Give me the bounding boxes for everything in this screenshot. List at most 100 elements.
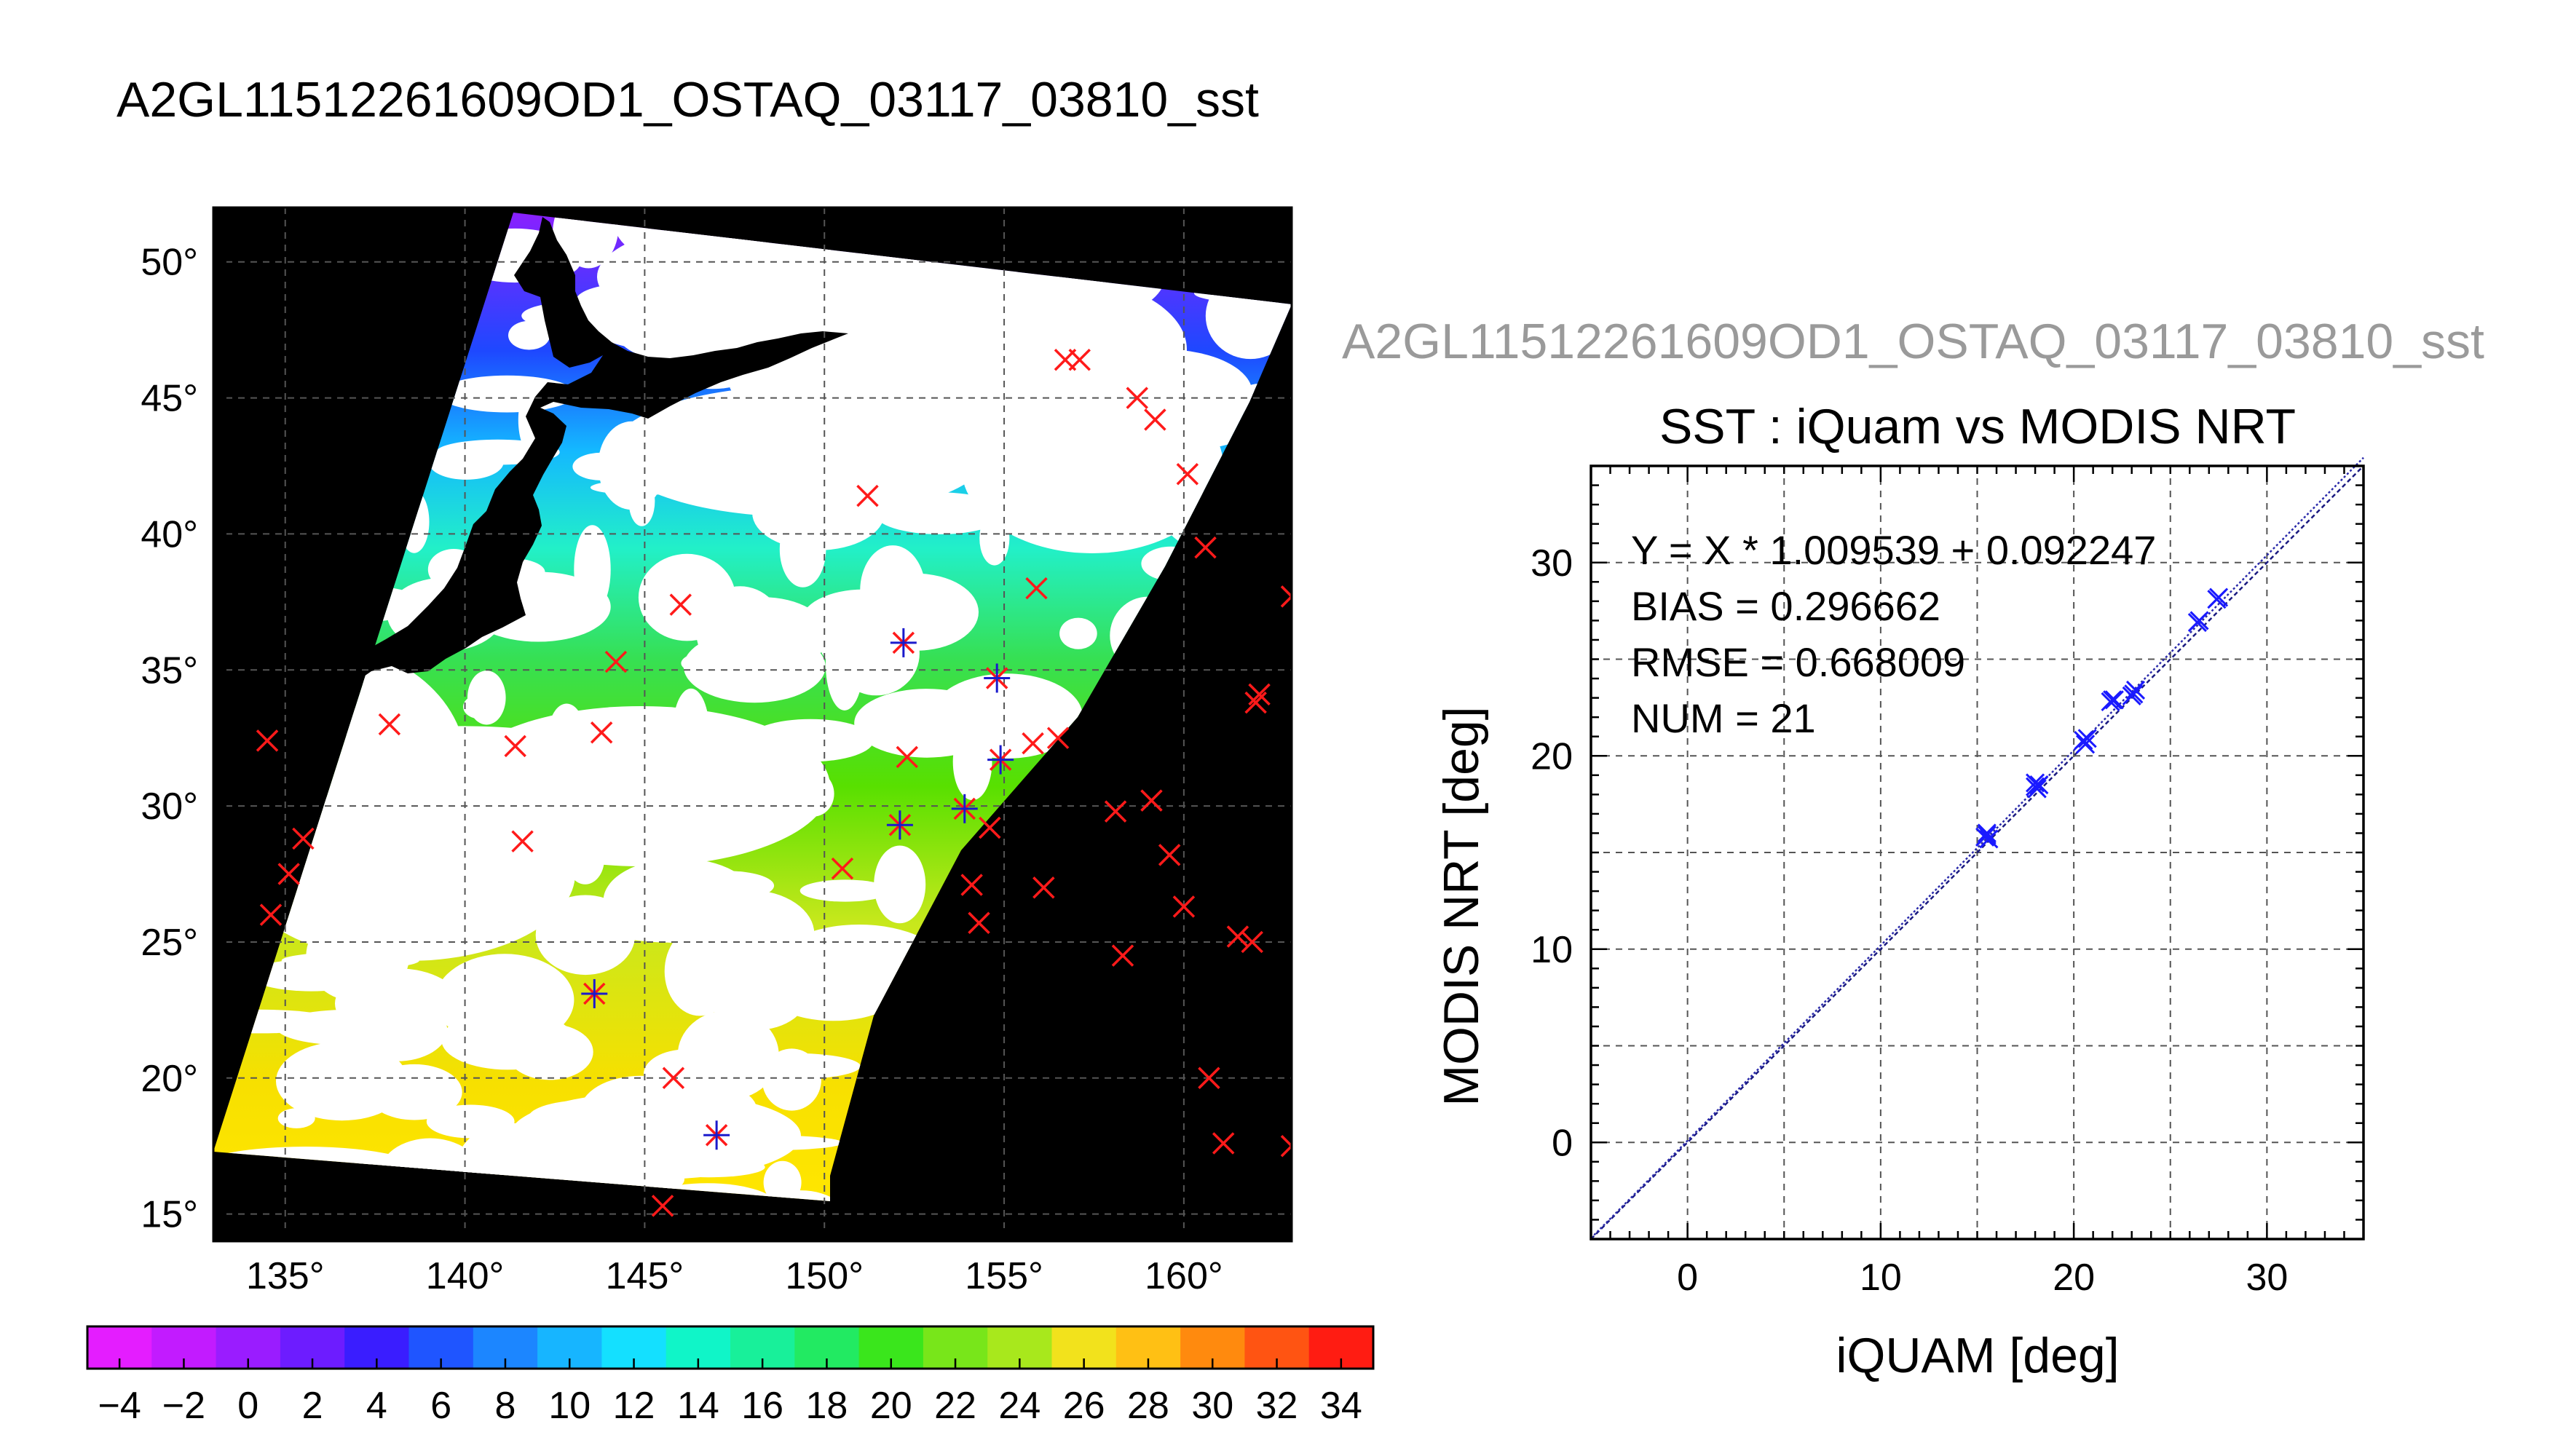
scatter-point xyxy=(2125,680,2146,700)
colorbar-tick-label: 32 xyxy=(1256,1385,1298,1427)
map-y-tick-label: 25° xyxy=(141,922,198,964)
matched-point xyxy=(951,794,978,823)
unmatched-point xyxy=(604,650,628,673)
unmatched-point xyxy=(1172,895,1196,918)
unmatched-point xyxy=(669,593,692,616)
fit-line xyxy=(1590,456,2364,1239)
map-markers xyxy=(256,349,1292,1217)
matched-point xyxy=(890,628,917,657)
unmatched-point xyxy=(511,830,534,852)
cloud-patch xyxy=(459,979,499,996)
unmatched-point xyxy=(1194,536,1217,559)
cloud-patch xyxy=(508,320,550,350)
scatter-y-label: MODIS NRT [deg] xyxy=(1434,706,1489,1106)
unmatched-point xyxy=(1140,789,1163,812)
unmatched-point xyxy=(1280,1134,1292,1158)
unmatched-point xyxy=(1025,577,1048,600)
unmatched-point xyxy=(504,735,526,758)
scatter-point xyxy=(1977,823,1997,843)
cloud-region xyxy=(1078,349,1252,437)
cloud-patch xyxy=(249,959,374,992)
colorbar-tick-label: 4 xyxy=(366,1385,387,1427)
scatter-point xyxy=(2103,690,2122,710)
rmse-value: RMSE = 0.668009 xyxy=(1631,639,1965,685)
colorbar-tick-label: 2 xyxy=(302,1385,323,1427)
page-title: A2GL11512261609OD1_OSTAQ_03117_03810_sst xyxy=(117,72,1259,127)
scatter-title: SST : iQuam vs MODIS NRT xyxy=(1659,399,2296,454)
colorbar-tick-label: 28 xyxy=(1127,1385,1169,1427)
map-x-tick-label: 145° xyxy=(606,1255,684,1297)
map-x-tick-label: 140° xyxy=(426,1255,505,1297)
cloud-patch xyxy=(463,694,498,719)
scatter-y-tick-label: 20 xyxy=(1531,735,1573,778)
unmatched-point xyxy=(1144,408,1166,431)
colorbar-tick-label: 26 xyxy=(1063,1385,1105,1427)
unmatched-point xyxy=(1126,387,1148,409)
cloud-patch xyxy=(441,1010,574,1070)
colorbar: −4 −2 0 2 4 6 8 10 12 14 16 18 20 22 24 26 28 30 32 34 xyxy=(86,1325,1375,1427)
cloud-patch xyxy=(558,213,619,269)
fit-equation: Y = X * 1.009539 + 0.092247 xyxy=(1631,527,2156,573)
scatter-file-title: A2GL11512261609OD1_OSTAQ_03117_03810_sst xyxy=(1342,314,2484,369)
colorbar-tick-label: −2 xyxy=(162,1385,205,1427)
colorbar-tick-label: 0 xyxy=(237,1385,258,1427)
map-x-tick-label: 155° xyxy=(965,1255,1043,1297)
colorbar-frame xyxy=(86,1325,1375,1370)
map-y-tick-label: 20° xyxy=(141,1058,198,1100)
unmatched-point xyxy=(831,857,854,880)
unmatched-point xyxy=(1248,683,1271,706)
unmatched-point xyxy=(292,827,315,850)
unmatched-point xyxy=(256,729,279,752)
cloud-patch xyxy=(679,871,775,901)
cloud-region xyxy=(510,1092,801,1179)
matched-point xyxy=(581,978,608,1008)
colorbar-tick-label: 30 xyxy=(1191,1385,1233,1427)
unmatched-point xyxy=(968,911,990,935)
map-y-tick-label: 35° xyxy=(141,649,198,692)
bias-value: BIAS = 0.296662 xyxy=(1631,583,1940,629)
cloud-patch xyxy=(428,444,504,480)
cloud-patch xyxy=(213,1009,339,1034)
cloud-patch xyxy=(335,968,460,1039)
cloud-patch xyxy=(696,586,784,677)
map-x-tick-label: 150° xyxy=(785,1255,864,1297)
colorbar-tick-label: 14 xyxy=(677,1385,719,1427)
colorbar-tick-label: 10 xyxy=(548,1385,591,1427)
cloud-region xyxy=(612,386,990,517)
colorbar-tick-label: 34 xyxy=(1320,1385,1362,1427)
cloud-patch xyxy=(677,1010,779,1100)
unmatched-point xyxy=(1046,727,1070,749)
scatter-x-tick-label: 30 xyxy=(2246,1257,2288,1299)
colorbar-tick-label: 16 xyxy=(741,1385,783,1427)
scatter-point xyxy=(2189,611,2209,630)
map-y-tick-label: 45° xyxy=(141,378,198,420)
cloud-region xyxy=(451,706,830,866)
cloud-patch xyxy=(1059,617,1097,649)
cloud-patch xyxy=(535,895,636,976)
scatter-x-label: iQUAM [deg] xyxy=(1836,1328,2119,1383)
unmatched-point xyxy=(1291,660,1292,680)
map-x-tick-label: 135° xyxy=(246,1255,325,1297)
scatter-plot: 0 10 20 30 0 10 20 30 xyxy=(1531,456,2365,1299)
unmatched-point xyxy=(856,484,879,507)
cloud-patch xyxy=(762,1048,822,1111)
cloud-patch xyxy=(874,845,926,924)
unmatched-point xyxy=(259,903,283,926)
scatter-annotations: Y = X * 1.009539 + 0.092247 BIAS = 0.296… xyxy=(1631,527,2156,741)
unmatched-point xyxy=(960,874,983,896)
map-y-tick-label: 40° xyxy=(141,513,198,555)
scatter-point xyxy=(2207,590,2227,609)
colorbar-tick-label: 8 xyxy=(494,1385,516,1427)
cloud-patch xyxy=(931,673,1083,759)
map-y-tick-label: 15° xyxy=(141,1194,198,1236)
scatter-y-tick-label: 30 xyxy=(1531,542,1573,585)
colorbar-tick-label: −4 xyxy=(98,1385,141,1427)
map-y-tick-label: 30° xyxy=(141,786,198,828)
cloud-patch xyxy=(366,1064,462,1120)
unmatched-point xyxy=(378,713,401,736)
scatter-y-tick-label: 10 xyxy=(1531,929,1573,971)
map-axes: 135° 140° 145° 150° 155° 160° 15° 20° 25° 30° 35° 4… xyxy=(141,242,1223,1297)
scatter-frame xyxy=(1590,464,2365,1241)
map-y-tick-label: 50° xyxy=(141,242,198,284)
